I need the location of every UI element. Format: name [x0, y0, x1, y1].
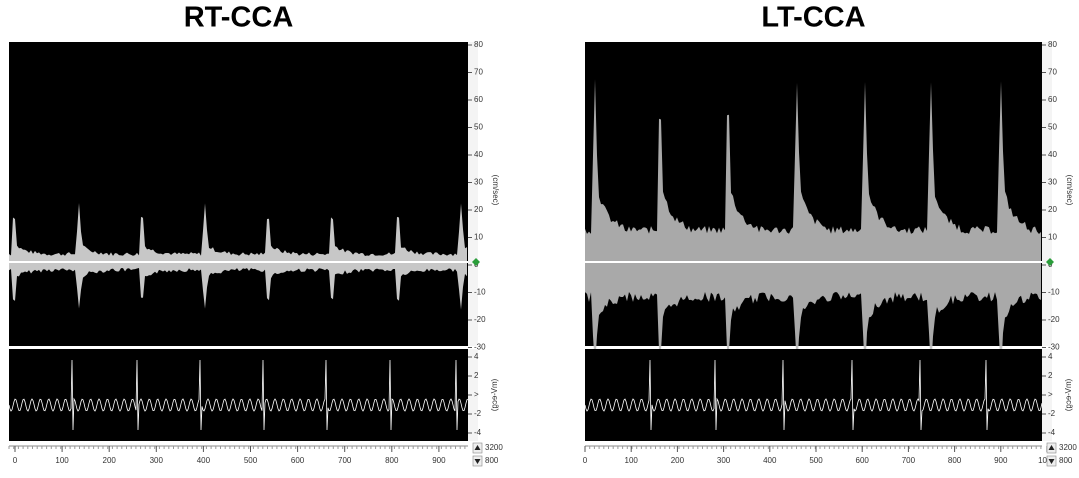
control-value: 3200 — [1059, 443, 1077, 452]
velocity-tick-label: 60 — [1048, 95, 1057, 104]
time-tick-label: 600 — [856, 456, 870, 465]
velocity-tick-label: -10 — [1048, 288, 1060, 297]
control-value: 800 — [1059, 456, 1073, 465]
doppler-spectrum — [585, 79, 1041, 377]
panel: RT-CCA80706050403020100-10-20-30(cm/sec)… — [8, 2, 503, 467]
control-value: 3200 — [485, 443, 503, 452]
time-tick-label: 400 — [763, 456, 777, 465]
ecg-tick-label: 4 — [1048, 352, 1053, 361]
velocity-unit: (cm/sec) — [1065, 175, 1074, 206]
ecg-tick-label: -2 — [1048, 409, 1056, 418]
time-tick-label: 200 — [671, 456, 685, 465]
ecg-tick-label: 2 — [1048, 371, 1053, 380]
time-tick-label: 300 — [150, 456, 164, 465]
velocity-tick-label: 10 — [1048, 233, 1057, 242]
time-tick-label: 500 — [809, 456, 823, 465]
time-tick-label: 0 — [583, 456, 588, 465]
velocity-tick-label: 30 — [474, 178, 483, 187]
ecg-trace — [584, 359, 1043, 431]
time-tick-label: 500 — [244, 456, 258, 465]
control-value: 800 — [485, 456, 499, 465]
ecg-unit: (mV-ecg) — [1064, 379, 1073, 412]
ecg-display — [585, 349, 1042, 441]
time-tick-label: 800 — [948, 456, 962, 465]
time-tick-label: 800 — [385, 456, 399, 465]
axis-strip — [468, 349, 478, 441]
panel-title: LT-CCA — [761, 2, 865, 34]
velocity-tick-label: -30 — [1048, 343, 1060, 352]
axis-strip — [1042, 349, 1052, 441]
ecg-tick-label: 4 — [474, 352, 479, 361]
time-tick-label: 700 — [902, 456, 916, 465]
ecg-tick-label: > — [1048, 390, 1053, 399]
ecg-tick-label: > — [474, 390, 479, 399]
velocity-tick-label: 50 — [1048, 123, 1057, 132]
velocity-tick-label: -20 — [1048, 315, 1060, 324]
velocity-tick-label: 40 — [1048, 150, 1057, 159]
ecg-tick-label: -4 — [1048, 428, 1056, 437]
ecg-unit: (mV-ecg) — [490, 379, 499, 412]
velocity-tick-label: 50 — [474, 123, 483, 132]
velocity-tick-label: 30 — [1048, 178, 1057, 187]
baseline-marker — [1046, 258, 1054, 266]
time-tick-label: 300 — [717, 456, 731, 465]
axis-strip — [1042, 42, 1052, 346]
panel-title: RT-CCA — [184, 2, 294, 34]
velocity-tick-label: 20 — [474, 205, 483, 214]
time-tick-label: 900 — [994, 456, 1008, 465]
ecg-tick-label: -2 — [474, 409, 482, 418]
button-arrow — [474, 445, 481, 450]
velocity-tick-label: -10 — [474, 288, 486, 297]
ecg-display — [9, 349, 468, 441]
button-arrow — [474, 459, 481, 464]
velocity-tick-label: 60 — [474, 95, 483, 104]
velocity-tick-label: 40 — [474, 150, 483, 159]
velocity-tick-label: 70 — [474, 68, 483, 77]
velocity-tick-label: -20 — [474, 315, 486, 324]
doppler-spectrum — [9, 203, 467, 310]
velocity-tick-label: 80 — [1048, 40, 1057, 49]
ecg-trace — [8, 359, 469, 431]
time-tick-label: 0 — [13, 456, 18, 465]
velocity-tick-label: 10 — [474, 233, 483, 242]
velocity-unit: (cm/sec) — [491, 175, 500, 206]
velocity-tick-label: 20 — [1048, 205, 1057, 214]
time-tick-label: 100 — [55, 456, 69, 465]
time-tick-label: 400 — [197, 456, 211, 465]
button-arrow — [1048, 459, 1055, 464]
velocity-tick-label: -30 — [474, 343, 486, 352]
time-tick-label: 200 — [103, 456, 117, 465]
time-tick-label: 100 — [625, 456, 639, 465]
baseline-marker — [472, 258, 480, 266]
velocity-tick-label: 80 — [474, 40, 483, 49]
time-tick-label: 600 — [291, 456, 305, 465]
ecg-tick-label: 2 — [474, 371, 479, 380]
axis-strip — [468, 42, 478, 346]
time-tick-label: 900 — [432, 456, 446, 465]
velocity-tick-label: 70 — [1048, 68, 1057, 77]
time-tick-label: 700 — [338, 456, 352, 465]
ecg-tick-label: -4 — [474, 428, 482, 437]
button-arrow — [1048, 445, 1055, 450]
doppler-display — [9, 42, 468, 346]
panel: LT-CCA80706050403020100-10-20-30(cm/sec)… — [583, 2, 1077, 467]
